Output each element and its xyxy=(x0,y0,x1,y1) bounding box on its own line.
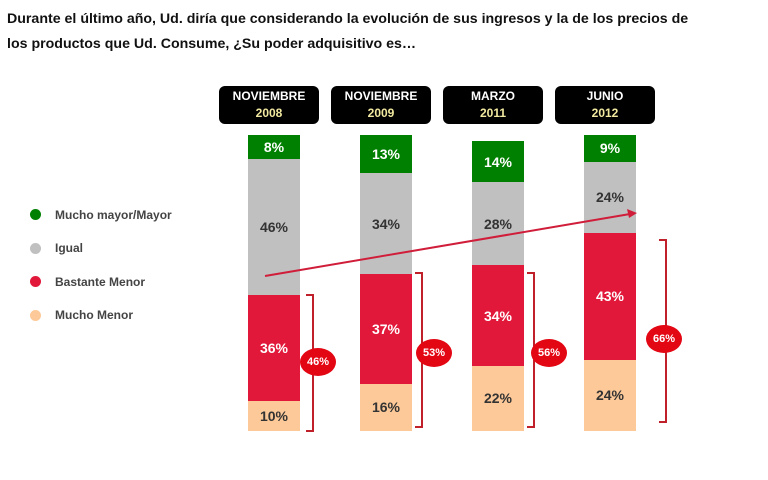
period-year: 2008 xyxy=(255,106,283,120)
trend-arrow-head xyxy=(627,209,637,218)
bar-segment: 10% xyxy=(248,401,300,431)
data-label: 37% xyxy=(371,320,401,337)
data-label: 8% xyxy=(263,138,285,155)
chart-title: Durante el último año, Ud. diría que con… xyxy=(7,7,757,57)
bar-segment: 16% xyxy=(360,383,412,431)
period-header: MARZO 2011 xyxy=(443,86,543,124)
legend-dot xyxy=(30,209,41,221)
legend-label: Igual xyxy=(55,241,84,256)
legend-label: Mucho mayor/Mayor xyxy=(55,207,172,222)
legend-label: Bastante Menor xyxy=(55,274,146,289)
bar-segment: 14% xyxy=(472,140,524,183)
data-label: 14% xyxy=(483,153,513,170)
data-label: 22% xyxy=(483,390,513,407)
bar-segment: 37% xyxy=(360,274,412,384)
period-year: 2009 xyxy=(367,106,395,120)
title-line-1: Durante el último año, Ud. diría que con… xyxy=(7,11,689,27)
data-label: 46% xyxy=(259,218,289,235)
legend-dot xyxy=(30,276,41,288)
data-label: 9% xyxy=(599,140,621,157)
data-label: 24% xyxy=(595,189,625,206)
legend: Mucho mayor/Mayor Igual Bastante Menor M… xyxy=(30,198,172,332)
period-header: NOVIEMBRE 2009 xyxy=(331,86,431,124)
data-label: 10% xyxy=(259,408,289,425)
bar-segment: 13% xyxy=(360,135,412,174)
title-line-2: los productos que Ud. Consume, ¿Su poder… xyxy=(7,36,417,52)
period-year: 2012 xyxy=(591,106,619,120)
bar-segment: 36% xyxy=(248,294,300,402)
period-month: MARZO xyxy=(471,89,515,103)
trend-arrow xyxy=(264,213,631,277)
total-bubble: 46% xyxy=(300,348,336,376)
period-year: 2011 xyxy=(479,106,507,120)
bar-segment: 9% xyxy=(584,135,636,162)
legend-label: Mucho Menor xyxy=(55,308,133,323)
legend-item-mucho-mayor: Mucho mayor/Mayor xyxy=(30,198,172,232)
data-label: 43% xyxy=(595,288,625,305)
data-label: 16% xyxy=(371,399,401,416)
bar-segment: 22% xyxy=(472,365,524,431)
bar-segment: 8% xyxy=(248,135,300,159)
period-month: NOVIEMBRE xyxy=(232,89,306,103)
total-bubble: 53% xyxy=(416,339,452,367)
bar-segment: 34% xyxy=(360,173,412,275)
data-label: 28% xyxy=(483,215,513,232)
period-header: NOVIEMBRE 2008 xyxy=(219,86,319,124)
data-label: 24% xyxy=(595,387,625,404)
legend-dot xyxy=(30,242,41,254)
bar-segment: 28% xyxy=(472,182,524,266)
bar-segment: 46% xyxy=(248,158,300,295)
data-label: 13% xyxy=(371,146,401,163)
data-label: 36% xyxy=(259,340,289,357)
legend-item-mucho-menor: Mucho Menor xyxy=(30,299,172,333)
legend-dot xyxy=(30,309,41,321)
total-bubble: 56% xyxy=(531,339,567,367)
bar-segment: 43% xyxy=(584,232,636,360)
legend-item-igual: Igual xyxy=(30,232,172,266)
period-header: JUNIO 2012 xyxy=(555,86,655,124)
total-bubble: 66% xyxy=(646,325,682,353)
data-label: 34% xyxy=(371,215,401,232)
data-label: 34% xyxy=(483,307,513,324)
period-month: JUNIO xyxy=(586,89,624,103)
period-month: NOVIEMBRE xyxy=(344,89,418,103)
legend-item-bastante-menor: Bastante Menor xyxy=(30,265,172,299)
bar-segment: 24% xyxy=(584,359,636,431)
bar-segment: 34% xyxy=(472,265,524,366)
